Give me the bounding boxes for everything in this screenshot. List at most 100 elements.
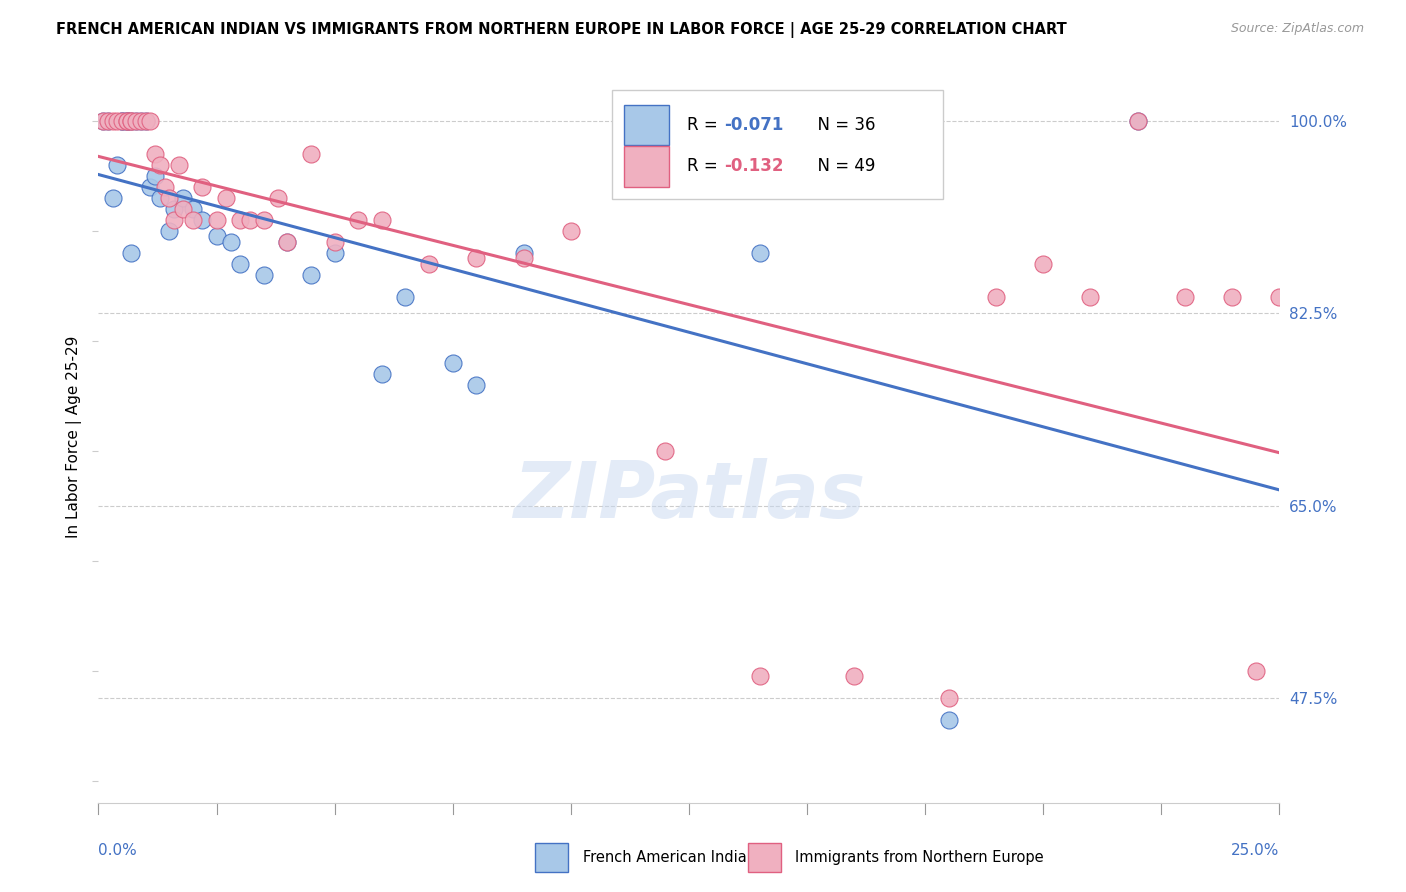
Point: [139, 179, 162, 194]
Point: [938, 691, 960, 706]
Point: [276, 235, 298, 249]
Text: 25.0%: 25.0%: [1232, 843, 1279, 858]
Point: [239, 212, 262, 227]
Point: [371, 212, 394, 227]
Text: ZIPatlas: ZIPatlas: [513, 458, 865, 533]
Point: [163, 212, 186, 227]
Point: [253, 268, 276, 282]
Point: [1126, 113, 1149, 128]
Point: [394, 290, 416, 304]
Bar: [624, 146, 669, 186]
Point: [205, 212, 228, 227]
Point: [153, 179, 176, 194]
FancyBboxPatch shape: [612, 90, 943, 200]
Point: [299, 146, 322, 161]
Point: [465, 377, 488, 392]
Point: [219, 235, 242, 249]
Point: [748, 245, 770, 260]
Point: [121, 113, 143, 128]
Point: [135, 113, 157, 128]
Point: [1174, 290, 1197, 304]
Bar: [748, 843, 782, 872]
Point: [105, 158, 128, 172]
Point: [181, 212, 204, 227]
Point: [347, 212, 370, 227]
Text: -0.071: -0.071: [724, 116, 783, 134]
Point: [143, 146, 166, 161]
Point: [139, 113, 162, 128]
Point: [135, 113, 157, 128]
Point: [115, 113, 138, 128]
Text: French American Indians: French American Indians: [582, 850, 763, 865]
Point: [512, 252, 534, 266]
Text: R =: R =: [686, 158, 723, 176]
Point: [654, 443, 676, 458]
Point: [1268, 290, 1291, 304]
Point: [97, 113, 120, 128]
Point: [125, 113, 148, 128]
Text: Immigrants from Northern Europe: Immigrants from Northern Europe: [796, 850, 1043, 865]
Point: [1244, 664, 1267, 678]
Point: [111, 113, 134, 128]
Point: [323, 235, 346, 249]
Text: N = 49: N = 49: [807, 158, 876, 176]
Point: [371, 367, 394, 381]
Point: [205, 229, 228, 244]
Point: [105, 113, 128, 128]
Point: [229, 257, 252, 271]
Point: [1126, 113, 1149, 128]
Point: [91, 113, 114, 128]
Point: [157, 191, 180, 205]
Point: [97, 113, 120, 128]
Point: [1080, 290, 1102, 304]
Point: [115, 113, 138, 128]
Point: [115, 113, 138, 128]
Point: [844, 669, 866, 683]
Point: [121, 245, 143, 260]
Point: [129, 113, 152, 128]
Text: R =: R =: [686, 116, 723, 134]
Point: [111, 113, 134, 128]
Point: [101, 113, 124, 128]
Text: 0.0%: 0.0%: [98, 843, 138, 858]
Y-axis label: In Labor Force | Age 25-29: In Labor Force | Age 25-29: [66, 336, 82, 538]
Point: [172, 202, 194, 216]
Point: [299, 268, 322, 282]
Point: [91, 113, 114, 128]
Point: [167, 158, 190, 172]
Text: -0.132: -0.132: [724, 158, 785, 176]
Text: N = 36: N = 36: [807, 116, 876, 134]
Point: [512, 245, 534, 260]
Bar: [536, 843, 568, 872]
Point: [121, 113, 143, 128]
Point: [748, 669, 770, 683]
Point: [129, 113, 152, 128]
Point: [418, 257, 440, 271]
Text: Source: ZipAtlas.com: Source: ZipAtlas.com: [1230, 22, 1364, 36]
Point: [1220, 290, 1243, 304]
Point: [276, 235, 298, 249]
Point: [560, 224, 582, 238]
Point: [172, 191, 194, 205]
Point: [149, 191, 172, 205]
Point: [441, 356, 464, 370]
Point: [938, 714, 960, 728]
Point: [984, 290, 1007, 304]
Text: FRENCH AMERICAN INDIAN VS IMMIGRANTS FROM NORTHERN EUROPE IN LABOR FORCE | AGE 2: FRENCH AMERICAN INDIAN VS IMMIGRANTS FRO…: [56, 22, 1067, 38]
Point: [253, 212, 276, 227]
Point: [191, 179, 214, 194]
Point: [215, 191, 238, 205]
Point: [149, 158, 172, 172]
Point: [267, 191, 290, 205]
Point: [115, 113, 138, 128]
Point: [163, 202, 186, 216]
Point: [157, 224, 180, 238]
Point: [191, 212, 214, 227]
Bar: [624, 104, 669, 145]
Point: [229, 212, 252, 227]
Point: [125, 113, 148, 128]
Point: [465, 252, 488, 266]
Point: [101, 191, 124, 205]
Point: [143, 169, 166, 183]
Point: [181, 202, 204, 216]
